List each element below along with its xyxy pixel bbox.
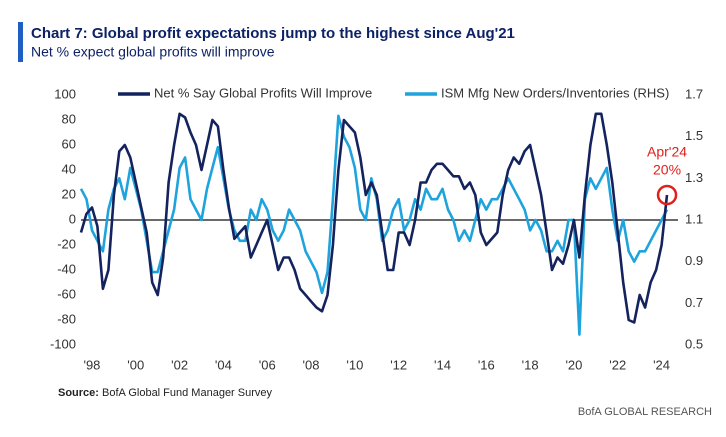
legend-label: ISM Mfg New Orders/Inventories (RHS) — [441, 85, 669, 100]
y-tick-label: -40 — [57, 261, 76, 276]
legend-label: Net % Say Global Profits Will Improve — [154, 85, 372, 100]
brand: BofA GLOBAL RESEARCH — [578, 406, 712, 418]
y2-tick-label: 1.1 — [685, 211, 703, 226]
y-tick-label: 20 — [62, 186, 76, 201]
chart-subtitle: Net % expect global profits will improve — [31, 44, 275, 60]
x-tick-label: '00 — [127, 357, 144, 372]
y-tick-label: 40 — [62, 161, 76, 176]
x-tick-label: '24 — [653, 357, 670, 372]
x-tick-label: '08 — [303, 357, 320, 372]
x-tick-label: '20 — [565, 357, 582, 372]
series-line — [79, 114, 669, 336]
y2-tick-label: 1.3 — [685, 170, 703, 185]
source-text: BofA Global Fund Manager Survey — [102, 387, 272, 399]
x-tick-label: '14 — [434, 357, 451, 372]
annotation: 20% — [653, 162, 681, 178]
y-tick-label: -60 — [57, 286, 76, 301]
series-line — [79, 112, 669, 324]
title-accent — [18, 22, 23, 62]
y2-tick-label: 1.5 — [685, 128, 703, 143]
x-tick-label: '22 — [609, 357, 626, 372]
x-tick-label: '02 — [171, 357, 188, 372]
y-tick-label: 80 — [62, 111, 76, 126]
y2-tick-label: 0.7 — [685, 295, 703, 310]
y-tick-label: 100 — [54, 86, 76, 101]
x-tick-label: '12 — [390, 357, 407, 372]
source-label: Source: — [58, 387, 99, 399]
y-tick-label: -20 — [57, 236, 76, 251]
y-tick-label: 60 — [62, 136, 76, 151]
x-tick-label: '06 — [259, 357, 276, 372]
y-tick-label: -100 — [50, 336, 76, 351]
source: Source: BofA Global Fund Manager Survey — [58, 387, 273, 399]
x-tick-label: '10 — [346, 357, 363, 372]
highlight-circle — [656, 184, 678, 206]
y2-tick-label: 0.5 — [685, 336, 703, 351]
x-tick-label: '98 — [83, 357, 100, 372]
x-tick-label: '16 — [478, 357, 495, 372]
annotation: Apr'24 — [647, 144, 687, 160]
y2-tick-label: 0.9 — [685, 253, 703, 268]
x-tick-label: '04 — [215, 357, 232, 372]
y2-tick-label: 1.7 — [685, 86, 703, 101]
x-tick-label: '18 — [522, 357, 539, 372]
y-tick-label: 0 — [69, 211, 76, 226]
chart-title: Chart 7: Global profit expectations jump… — [31, 25, 515, 42]
y-tick-label: -80 — [57, 311, 76, 326]
